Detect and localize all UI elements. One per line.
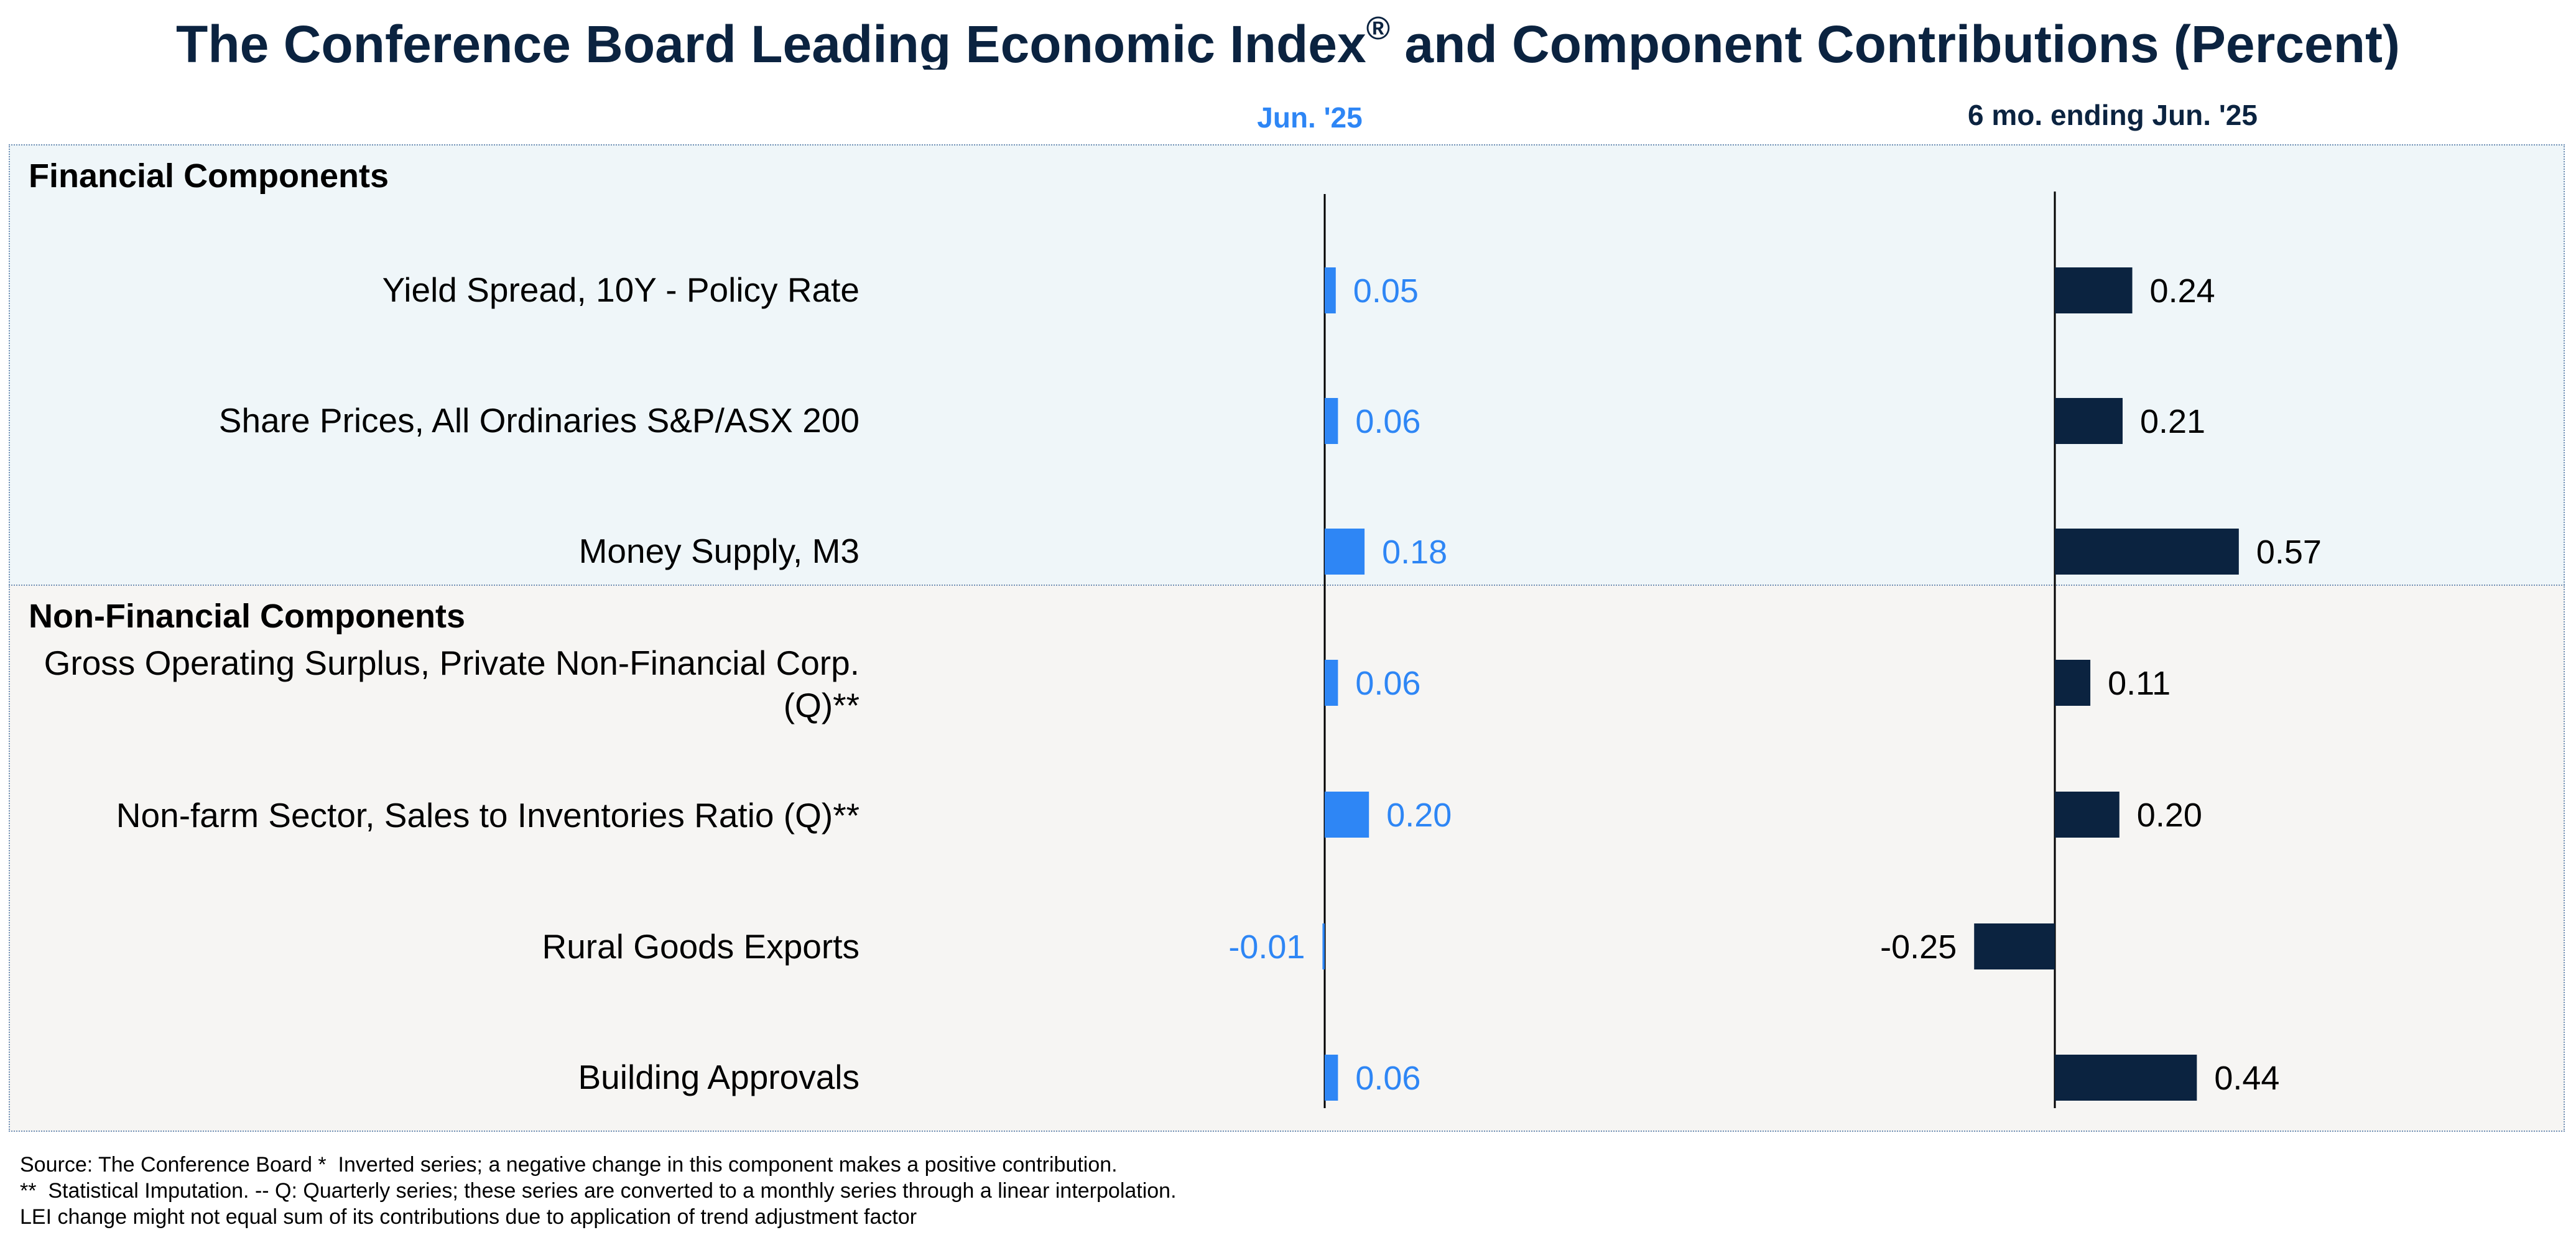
value-label-6-mo-ending-jun-25-gross-operating-surplus-private-non-financial-corp-q: 0.11 (2108, 665, 2171, 702)
value-label-6-mo-ending-jun-25-yield-spread-10y-policy-rate: 0.24 (2150, 272, 2215, 310)
chart-title-text: The Conference Board Leading Economic In… (176, 15, 1366, 70)
bar-6-mo-ending-jun-25-building-approvals (2055, 1055, 2197, 1101)
bar-jun-25-non-farm-sector-sales-to-inventories-ratio-q (1325, 792, 1369, 838)
bar-6-mo-ending-jun-25-share-prices-all-ordinaries-s-p-asx-200 (2055, 398, 2123, 444)
section-title-financial: Financial Components (29, 157, 389, 195)
section-title-non-financial: Non-Financial Components (29, 598, 465, 635)
row-label-money-supply: Money Supply, M3 (578, 532, 859, 570)
chart-title-suffix: and Component Contributions (Percent) (1390, 15, 2400, 70)
source-notes: Source: The Conference Board * Inverted … (20, 1152, 1177, 1230)
row-label-gross-operating-surplus: Gross Operating Surplus, Private Non-Fin… (44, 644, 859, 724)
row-label-sales-to-inventories: Non-farm Sector, Sales to Inventories Ra… (116, 796, 859, 835)
value-label-6-mo-ending-jun-25-rural-goods-exports: -0.25 (1880, 928, 1957, 966)
bar-6-mo-ending-jun-25-gross-operating-surplus-private-non-financial-corp-q (2055, 660, 2091, 706)
bar-jun-25-share-prices-all-ordinaries-s-p-asx-200 (1325, 398, 1338, 444)
series-header-6mo: 6 mo. ending Jun. '25 (1968, 99, 2258, 131)
source-line: Source: The Conference Board * Inverted … (20, 1153, 1118, 1177)
bar-6-mo-ending-jun-25-non-farm-sector-sales-to-inventories-ratio-q (2055, 792, 2120, 838)
value-label-jun-25-gross-operating-surplus-private-non-financial-corp-q: 0.06 (1355, 665, 1420, 702)
bar-6-mo-ending-jun-25-money-supply-m3 (2055, 529, 2239, 575)
bar-jun-25-yield-spread-10y-policy-rate (1325, 267, 1336, 313)
bar-6-mo-ending-jun-25-rural-goods-exports (1974, 923, 2055, 969)
non-financial-panel (9, 585, 2565, 1132)
bar-jun-25-building-approvals (1325, 1055, 1338, 1101)
row-label-building-approvals: Building Approvals (578, 1058, 859, 1096)
registered-mark: ® (1366, 11, 1391, 47)
bar-jun-25-gross-operating-surplus-private-non-financial-corp-q (1325, 660, 1338, 706)
value-label-jun-25-rural-goods-exports: -0.01 (1228, 928, 1305, 966)
bar-6-mo-ending-jun-25-yield-spread-10y-policy-rate (2055, 267, 2133, 313)
value-label-jun-25-building-approvals: 0.06 (1355, 1060, 1420, 1097)
value-label-6-mo-ending-jun-25-non-farm-sector-sales-to-inventories-ratio-q: 0.20 (2137, 797, 2202, 834)
value-label-6-mo-ending-jun-25-money-supply-m3: 0.57 (2256, 534, 2322, 571)
source-line: ** Statistical Imputation. -- Q: Quarter… (20, 1179, 1177, 1203)
bar-jun-25-rural-goods-exports (1322, 923, 1325, 969)
row-label-rural-goods-exports: Rural Goods Exports (542, 927, 860, 966)
financial-panel (9, 144, 2565, 587)
value-label-jun-25-share-prices-all-ordinaries-s-p-asx-200: 0.06 (1355, 403, 1420, 440)
bar-jun-25-money-supply-m3 (1325, 529, 1365, 575)
value-label-jun-25-money-supply-m3: 0.18 (1382, 534, 1447, 571)
series-header-jun: Jun. '25 (1257, 101, 1363, 134)
value-label-6-mo-ending-jun-25-share-prices-all-ordinaries-s-p-asx-200: 0.21 (2140, 403, 2205, 440)
source-line: LEI change might not equal sum of its co… (20, 1205, 917, 1229)
value-label-6-mo-ending-jun-25-building-approvals: 0.44 (2214, 1060, 2279, 1097)
chart-title: The Conference Board Leading Economic In… (0, 4, 2576, 70)
value-label-jun-25-yield-spread-10y-policy-rate: 0.05 (1353, 272, 1419, 310)
row-label-yield-spread: Yield Spread, 10Y - Policy Rate (382, 271, 859, 309)
row-label-share-prices: Share Prices, All Ordinaries S&P/ASX 200 (218, 401, 859, 440)
value-label-jun-25-non-farm-sector-sales-to-inventories-ratio-q: 0.20 (1386, 797, 1452, 834)
